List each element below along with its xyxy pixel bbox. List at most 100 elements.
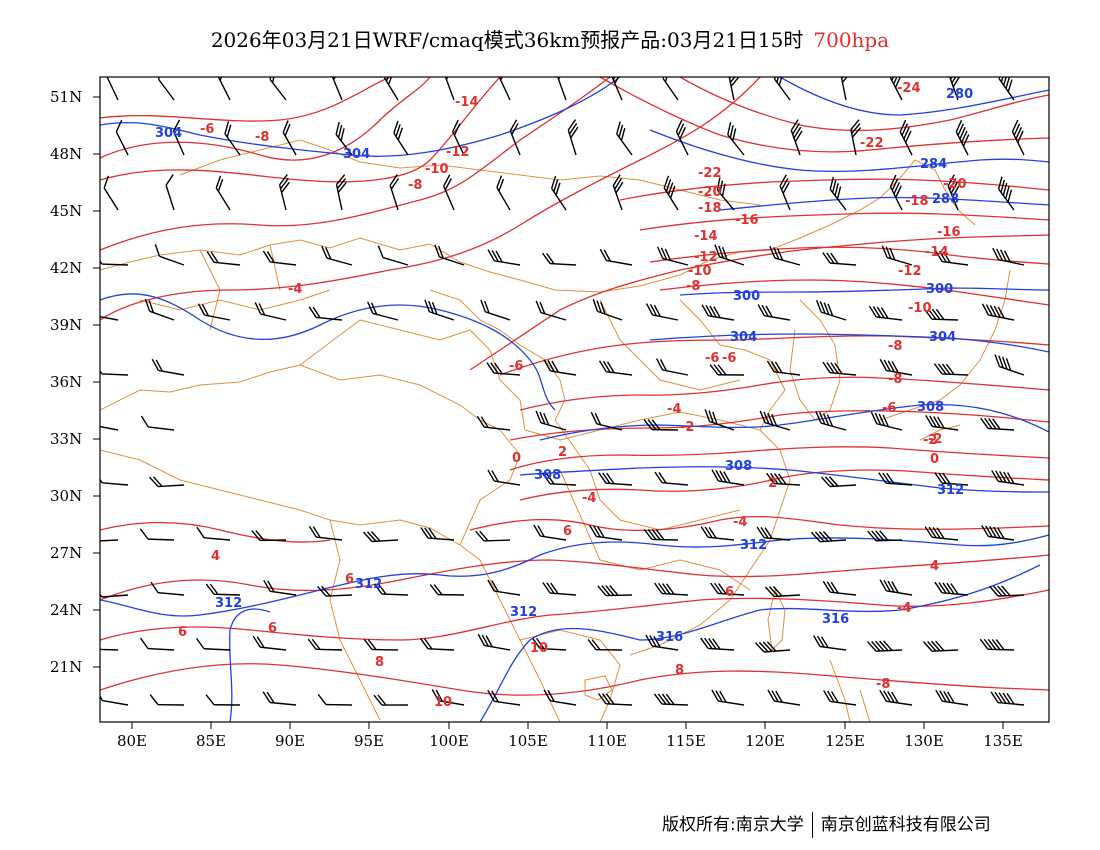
- wind-barb: [429, 584, 465, 596]
- wind-barb: [979, 638, 1015, 651]
- indochina-border: [479, 559, 621, 722]
- wind-barb: [541, 472, 577, 486]
- x-axis-label: 80E: [116, 732, 148, 750]
- wind-barb: [643, 528, 679, 541]
- wind-barb: [139, 528, 175, 541]
- wind-barb: [217, 77, 231, 101]
- wind-barb: [150, 581, 185, 596]
- wind-barb: [590, 411, 623, 431]
- y-axis-label: 24N: [50, 601, 83, 619]
- wind-barb: [881, 245, 913, 266]
- wind-barb: [711, 469, 745, 486]
- wind-barb: [196, 526, 231, 541]
- gansu-province: [429, 289, 566, 421]
- wind-barb: [140, 415, 175, 431]
- height-label: 316: [656, 630, 683, 645]
- wind-barb: [533, 524, 567, 541]
- height-contour: [519, 466, 1049, 493]
- x-axis-label: 125E: [825, 732, 865, 750]
- wind-barb: [709, 364, 745, 376]
- wind-barb: [998, 77, 1015, 101]
- height-contours: [100, 77, 1049, 722]
- temperature-label: -14: [694, 229, 718, 244]
- wind-barb: [933, 363, 969, 376]
- wind-barb: [452, 119, 465, 156]
- wind-barb: [867, 530, 903, 542]
- wind-barb: [100, 539, 119, 542]
- china-border-west: [100, 319, 361, 411]
- wind-barb: [704, 409, 735, 431]
- wind-barb: [477, 633, 511, 651]
- wind-barb: [362, 531, 399, 543]
- wind-barb: [542, 252, 577, 266]
- wind-barb: [980, 417, 1015, 431]
- title-level: 700hpa: [813, 28, 890, 52]
- temperature-label: -6: [882, 401, 896, 416]
- temperature-label: 8: [675, 663, 684, 678]
- height-labels: 304 304 280 284 288 300 300 304 304 308 …: [155, 87, 973, 645]
- height-label: 312: [355, 577, 382, 592]
- wind-barb: [480, 299, 511, 321]
- temperature-label: -4: [288, 282, 302, 297]
- height-label: 312: [215, 596, 242, 611]
- wind-barb: [991, 469, 1025, 486]
- wind-barb: [990, 691, 1025, 706]
- wind-barb: [589, 525, 623, 541]
- height-label: 308: [725, 459, 752, 474]
- temperature-label: -4: [667, 402, 681, 417]
- wind-barb: [100, 471, 129, 486]
- copyright-credit: 版权所有:南京大学 南京创蓝科技有限公司: [662, 810, 991, 838]
- height-label: 304: [730, 330, 757, 345]
- wind-barb: [653, 693, 689, 706]
- isotherm: [469, 515, 1049, 532]
- credit-right: 南京创蓝科技有限公司: [820, 815, 991, 835]
- wind-barb: [373, 694, 409, 706]
- wind-barb: [556, 77, 567, 101]
- wind-barb: [393, 120, 409, 156]
- wind-barb: [612, 174, 624, 211]
- wind-barb: [759, 410, 791, 431]
- temperature-label: -6: [705, 351, 719, 366]
- wind-barb: [879, 579, 913, 596]
- wind-barb: [543, 359, 577, 376]
- height-contour: [100, 77, 621, 157]
- height-label: 312: [510, 605, 537, 620]
- isotherm: [659, 279, 1049, 306]
- india-border: [329, 519, 381, 721]
- wind-barb: [377, 245, 409, 266]
- temperature-label: -6: [722, 351, 736, 366]
- isotherm: [100, 77, 501, 183]
- wind-barb: [251, 530, 287, 542]
- wind-barb: [532, 637, 567, 651]
- wind-barb: [870, 411, 903, 431]
- height-label: 280: [946, 87, 973, 102]
- height-contour: [479, 564, 1041, 722]
- wind-barb: [317, 693, 353, 706]
- height-label: 284: [920, 157, 947, 172]
- wind-barb: [822, 361, 857, 376]
- korea: [789, 299, 841, 421]
- height-label: 304: [343, 147, 370, 162]
- wind-barb: [148, 476, 185, 488]
- isotherm: [599, 77, 1049, 153]
- temperature-label: -2: [680, 420, 694, 435]
- wind-barb: [766, 472, 801, 486]
- wind-barb: [420, 527, 455, 541]
- temperature-label: -16: [937, 225, 961, 240]
- isotherm: [619, 178, 1049, 201]
- isotherm: [679, 77, 1049, 132]
- height-contour: [539, 403, 1049, 441]
- wind-barb: [645, 303, 679, 321]
- wind-barb: [757, 304, 791, 321]
- y-axis-label: 21N: [50, 658, 83, 676]
- isotherm: [509, 446, 1049, 471]
- borders: [100, 139, 1011, 722]
- wind-barb: [487, 579, 521, 596]
- y-axis-label: 39N: [50, 316, 83, 334]
- wind-barb: [812, 635, 847, 651]
- wind-barb: [335, 174, 347, 211]
- wind-barb: [981, 303, 1015, 321]
- wind-barb: [331, 77, 343, 101]
- wind-barb: [662, 77, 679, 101]
- wind-barb: [829, 176, 847, 211]
